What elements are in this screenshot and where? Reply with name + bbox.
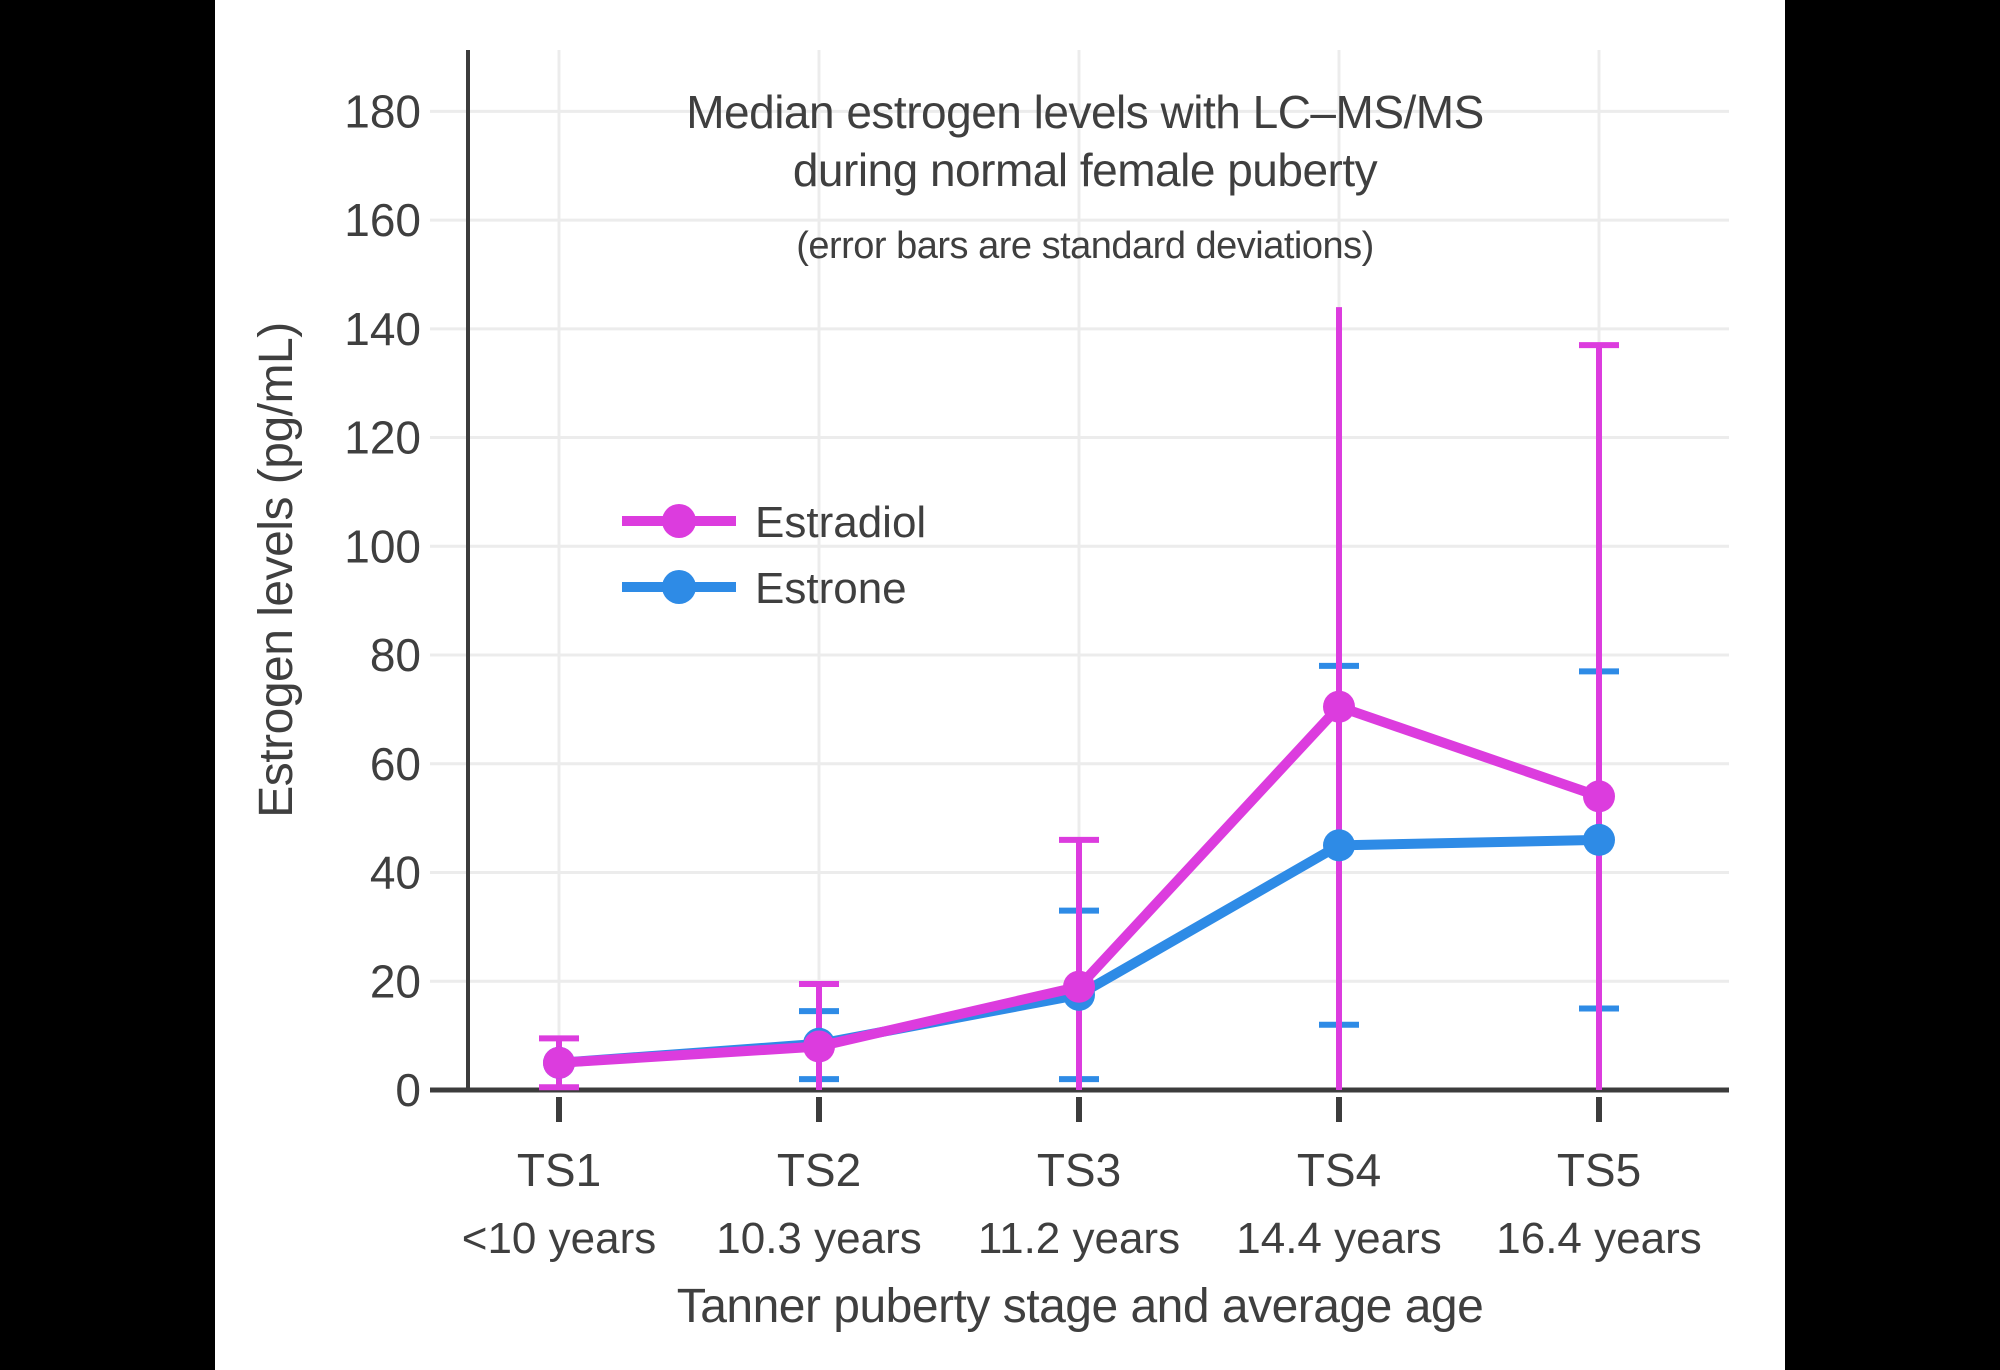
estradiol-marker bbox=[803, 1030, 835, 1063]
estrone-legend-marker bbox=[662, 570, 696, 604]
y-tick-label: 100 bbox=[344, 520, 421, 572]
estrone-marker bbox=[1583, 823, 1615, 856]
x-tick-stage-label: TS1 bbox=[517, 1144, 601, 1196]
estradiol-legend-marker bbox=[662, 504, 696, 538]
y-tick-label: 0 bbox=[395, 1064, 421, 1116]
y-tick-label: 20 bbox=[370, 955, 421, 1007]
tick-labels-layer: 0 20 40 60 80 100 120 140 160 180 TS1 <10 years TS2 1… bbox=[344, 85, 1701, 1263]
chart-subtitle: (error bars are standard deviations) bbox=[796, 225, 1374, 267]
legend: Estradiol Estrone bbox=[622, 498, 926, 613]
chart-panel bbox=[215, 0, 1785, 1370]
x-tick-stage-label: TS3 bbox=[1037, 1144, 1121, 1196]
y-tick-label: 60 bbox=[370, 738, 421, 790]
estrone-legend-label: Estrone bbox=[755, 564, 907, 613]
x-tick-stage-label: TS4 bbox=[1297, 1144, 1381, 1196]
y-tick-label: 40 bbox=[370, 847, 421, 899]
estradiol-marker bbox=[1063, 970, 1095, 1003]
legend-item-estradiol: Estradiol bbox=[622, 498, 926, 547]
y-tick-label: 180 bbox=[344, 85, 421, 137]
estrone-marker bbox=[1323, 829, 1355, 862]
y-axis-title: Estrogen levels (pg/mL) bbox=[250, 322, 303, 817]
x-axis-title: Tanner puberty stage and average age bbox=[677, 1280, 1484, 1333]
x-tick-age-label: 16.4 years bbox=[1496, 1214, 1701, 1263]
estradiol-marker bbox=[543, 1046, 575, 1079]
x-tick-stage-label: TS2 bbox=[777, 1144, 861, 1196]
x-tick-age-label: 10.3 years bbox=[716, 1214, 921, 1263]
series-layer bbox=[539, 307, 1619, 1091]
estradiol-marker bbox=[1583, 780, 1615, 813]
estradiol-legend-label: Estradiol bbox=[755, 498, 926, 547]
y-tick-label: 120 bbox=[344, 412, 421, 464]
x-tick-age-label: 14.4 years bbox=[1236, 1214, 1441, 1263]
estradiol-marker bbox=[1323, 690, 1355, 723]
y-tick-label: 140 bbox=[344, 303, 421, 355]
x-tick-stage-label: TS5 bbox=[1557, 1144, 1641, 1196]
chart-title-line1: Median estrogen levels with LC–MS/MS bbox=[686, 86, 1484, 138]
x-tick-age-label: <10 years bbox=[462, 1214, 656, 1263]
y-tick-label: 160 bbox=[344, 194, 421, 246]
x-tick-age-label: 11.2 years bbox=[978, 1214, 1180, 1263]
chart-title-line2: during normal female puberty bbox=[793, 144, 1378, 196]
legend-item-estrone: Estrone bbox=[622, 564, 907, 613]
y-tick-label: 80 bbox=[370, 629, 421, 681]
